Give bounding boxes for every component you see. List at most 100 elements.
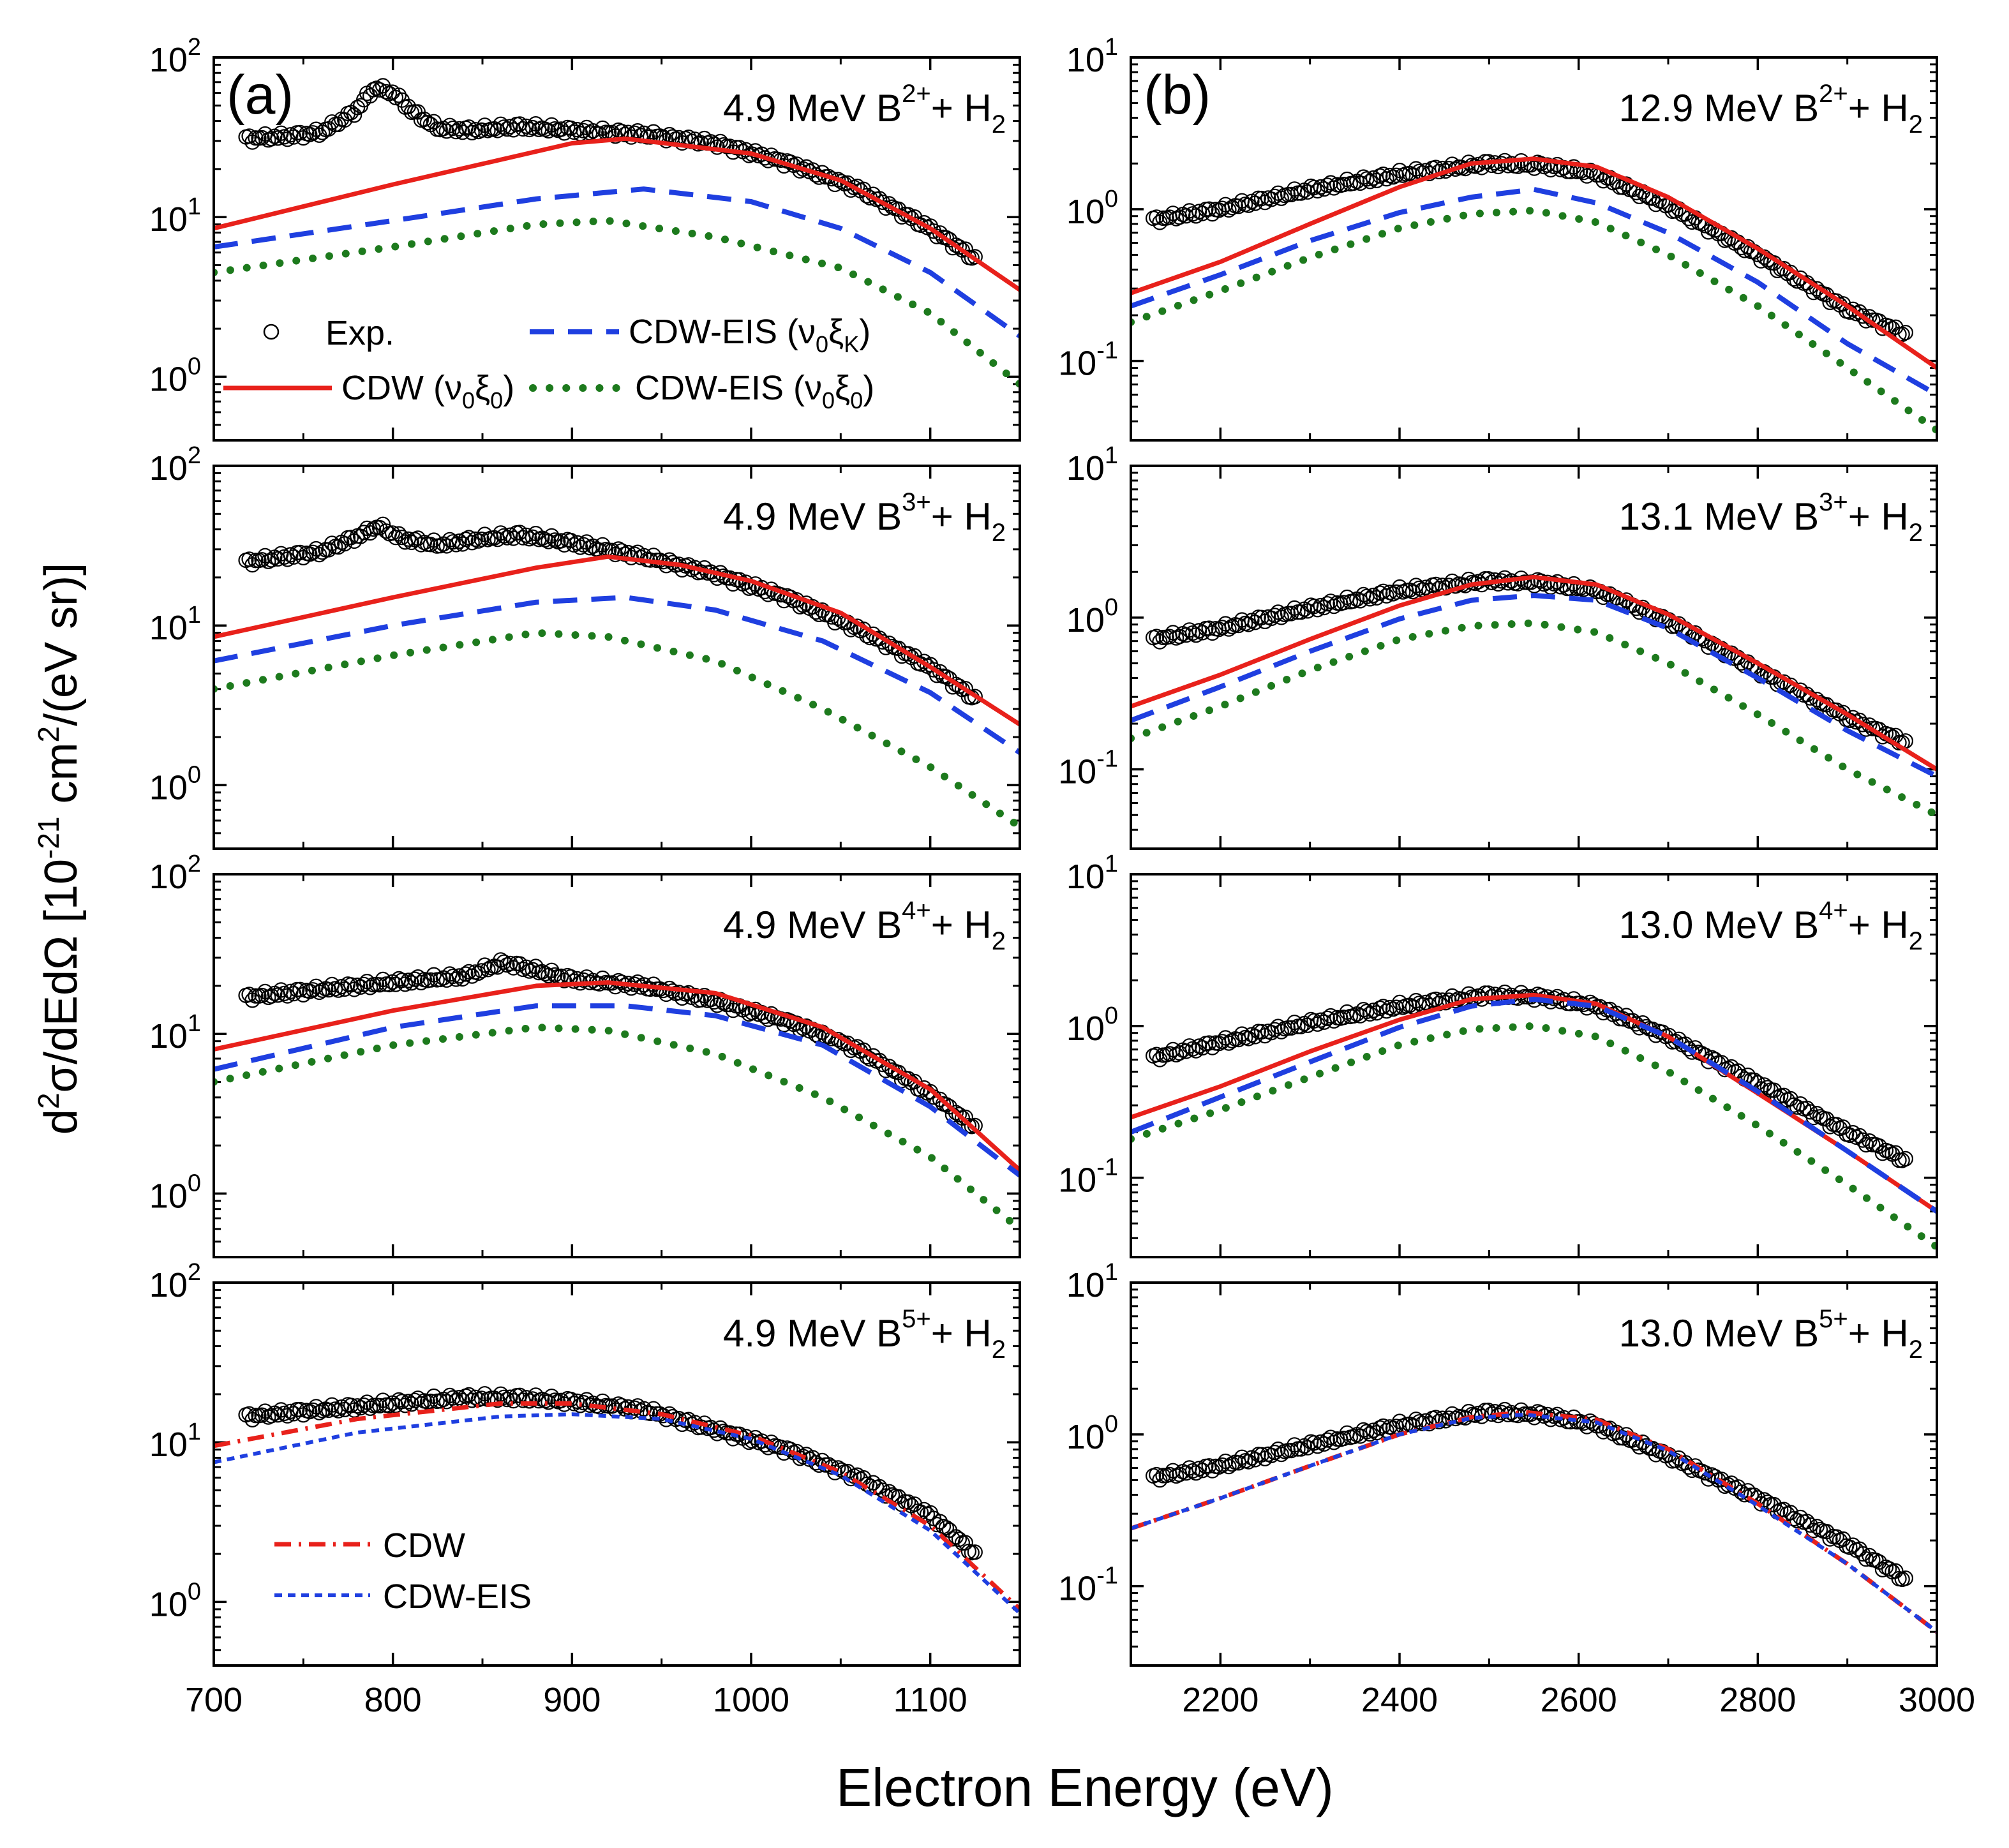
exp-point [1822,1119,1838,1135]
exp-point [1323,593,1339,609]
exp-point [461,530,477,546]
exp-point [642,1405,659,1421]
series-line-cdw [1131,574,1937,772]
exp-point [349,1398,366,1414]
exp-point [1874,1145,1890,1161]
x-axis-label: Electron Energy (eV) [836,1757,1334,1817]
exp-point [1323,1008,1339,1024]
exp-point [1375,167,1391,183]
y-tick-label: 100 [1066,1411,1118,1456]
exp-point [827,1464,843,1480]
exp-point [563,120,579,136]
exp-point [833,174,849,190]
legend-top: Exp. CDW (ν0ξ0) CDW-EIS (ν0ξK) CDW-EIS (ν0ξ… [223,313,874,414]
exp-point [394,972,410,988]
exp-point [397,976,414,992]
y-axis-label: d2σ/dEdΩ [10-21 cm2/(eV sr)] [32,563,87,1135]
exp-point [496,1389,512,1405]
exp-point [400,972,417,988]
exp-point [1759,1494,1775,1510]
y-tick-label: 10-1 [1058,746,1118,791]
panel-b3: 101 100 10-1 13.0 MeV B4++ H2 [1058,851,1938,1258]
exp-point [1372,585,1388,601]
exp-point [451,533,467,549]
series-line-cdw-eis-k [1131,593,1937,779]
exp-point [1375,1418,1391,1434]
exp-point [929,1517,945,1533]
exp-point [400,1394,417,1410]
series-line-cdw-eis-0 [214,1023,1020,1233]
x-tick-label: 2400 [1361,1681,1438,1719]
panel-title: 13.1 MeV B3++ H2 [1619,488,1923,547]
series-line-cdw-eis [214,1412,1020,1615]
panel-title: 12.9 MeV B2++ H2 [1619,80,1923,138]
exp-point [397,1397,414,1413]
plot-area [214,516,1020,831]
exp-point [445,1390,461,1406]
exp-point [547,967,563,983]
exp-point [1149,1047,1165,1062]
exp-point [445,534,461,550]
y-tick-label: 100 [1066,594,1118,639]
exp-point [1897,1151,1913,1167]
exp-point [387,530,404,546]
panel-title: 4.9 MeV B5++ H2 [723,1305,1006,1364]
legend-label: Exp. [325,314,394,352]
exp-point [305,1402,321,1418]
exp-point [324,114,340,130]
series-line-cdw-eis [1131,1412,1937,1634]
x-tick-label: 3000 [1899,1681,1975,1719]
exp-point [827,615,843,631]
exp-point [1874,1561,1890,1577]
y-tick-label: 100 [149,353,201,398]
exp-point [349,977,366,994]
x-tick-label: 900 [543,1681,601,1719]
exp-point [1431,1413,1447,1429]
exp-point [1822,1531,1838,1547]
exp-point [1562,1413,1578,1430]
series-line-cdw [214,136,1020,292]
exp-point [1326,598,1342,615]
series-line-cdw-eis-0 [214,216,1020,388]
exp-point [1313,597,1329,614]
exp-point [422,537,438,553]
exp-point [1319,596,1335,612]
panels: 102 101 100 (a) 4.9 MeV B2++ H2 102 101 100 4.9 … [149,34,1975,1719]
exp-point [477,957,493,973]
exp-point [461,964,477,980]
panel-title: 4.9 MeV B3++ H2 [723,488,1006,547]
plot-area [1131,1401,1937,1634]
panel-label: (b) [1144,64,1211,126]
y-tick-label: 102 [149,442,201,488]
exp-point [1881,1144,1897,1159]
y-tick-label: 100 [149,761,201,807]
x-tick-label: 700 [185,1681,243,1719]
exp-point [368,80,385,96]
exp-point [1700,1471,1717,1487]
panel-title: 13.0 MeV B5++ H2 [1619,1305,1923,1364]
exp-point [1326,180,1342,196]
exp-point [900,1494,916,1510]
exp-point [464,1392,480,1408]
panel-b2: 101 100 10-1 13.1 MeV B3++ H2 [1058,442,1938,850]
y-tick-label: 101 [1066,851,1118,896]
exp-point [1313,1012,1329,1028]
exp-point [371,82,388,98]
exp-point [502,119,518,135]
y-tick-label: 101 [149,1010,201,1055]
exp-point [1858,1136,1874,1153]
series-line-cdw [214,980,1020,1173]
exp-point [1372,168,1388,184]
plot-frame [1130,1281,1938,1667]
exp-point [254,552,270,568]
exp-point [1700,1054,1717,1069]
exp-point [458,966,474,982]
exp-point [1805,1523,1821,1539]
exp-point [1470,1405,1486,1422]
y-tick-label: 101 [149,193,201,239]
exp-point [464,124,480,140]
exp-point [1842,1539,1858,1555]
series-line-cdw [214,554,1020,727]
exp-point [1310,183,1326,199]
x-tick-label: 1100 [893,1681,967,1719]
